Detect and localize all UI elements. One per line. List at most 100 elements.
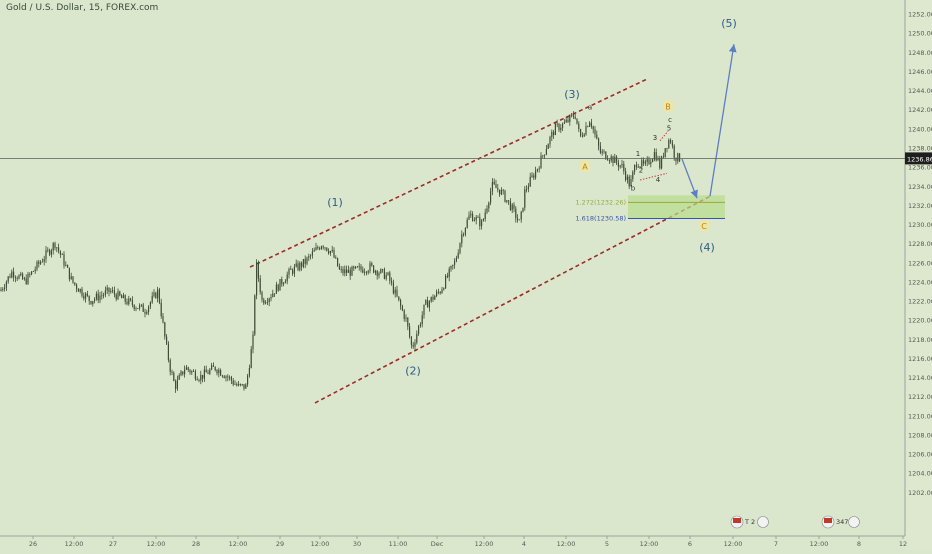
candle-body [259, 278, 261, 293]
wave-label: B [665, 102, 671, 111]
chart-title: Gold / U.S. Dollar, 15, FOREX.com [6, 3, 159, 13]
candle-body [367, 271, 369, 273]
candle-body [484, 212, 486, 220]
candle-body [470, 213, 472, 216]
candle-body [621, 163, 623, 166]
candle-body [239, 383, 241, 385]
candle-body [284, 281, 286, 284]
projection-path[interactable] [681, 44, 737, 199]
candle-body [90, 301, 92, 305]
candle-body [436, 291, 438, 297]
candle-body [157, 289, 159, 299]
candle-body [497, 188, 499, 190]
candle-body [437, 291, 439, 293]
candle-body [385, 274, 387, 279]
candle-body [218, 369, 220, 374]
candle-body [223, 376, 225, 378]
candle-body [657, 158, 659, 161]
flag-stripe [733, 518, 741, 523]
candle-body [412, 344, 414, 347]
candle-body [634, 165, 636, 172]
channel-upper-line[interactable] [249, 77, 649, 268]
candle-body [466, 219, 468, 228]
candle-body [662, 156, 664, 158]
candle-body [131, 300, 133, 305]
price-tick-label: 1252.00 [908, 11, 932, 19]
candle-body [547, 144, 549, 149]
candle-body [63, 254, 65, 266]
candle-body [227, 376, 229, 378]
time-tick-label: 27 [109, 540, 117, 548]
chart-background [0, 0, 905, 550]
candle-body [101, 295, 103, 297]
candle-body [315, 247, 317, 251]
candle-body [580, 129, 582, 136]
candle-body [349, 269, 351, 276]
projection-up-arrow[interactable] [709, 44, 737, 197]
candle-body [320, 246, 322, 250]
candle-body [403, 310, 405, 319]
candle-body [20, 273, 22, 276]
candle-body [605, 151, 607, 160]
candle-body [81, 288, 83, 296]
candle-body [70, 276, 72, 280]
economic-flag-icon[interactable] [848, 516, 860, 528]
event-flag-label: 347 [836, 518, 848, 526]
candle-body [473, 220, 475, 222]
candle-body [245, 384, 247, 389]
candle-body [32, 271, 34, 272]
event-flags[interactable]: T 2 2 2 347 [730, 515, 860, 529]
candle-body [365, 271, 367, 273]
candle-body [535, 170, 537, 178]
candle-body [162, 316, 164, 323]
candle-body [76, 284, 78, 289]
candle-body [677, 153, 679, 162]
candle-body [661, 156, 663, 169]
economic-flag-icon[interactable] [757, 516, 769, 528]
candle-body [362, 269, 364, 273]
candle-body [369, 263, 371, 272]
wave-label: 1 [636, 150, 640, 158]
candle-body [432, 296, 434, 300]
fibonacci-zone[interactable]: 1.272(1232.26) 1.618(1230.58) [575, 195, 725, 222]
price-tick-label: 1222.00 [908, 298, 932, 306]
projection-down-arrow[interactable] [681, 158, 698, 199]
candle-body [299, 262, 301, 270]
candle-body [614, 156, 616, 163]
candle-body [108, 287, 110, 293]
candle-body [607, 159, 609, 161]
candle-body [445, 275, 447, 289]
candle-body [232, 380, 234, 385]
candle-body [540, 155, 542, 169]
trend-channel[interactable] [249, 77, 713, 404]
price-axis[interactable]: 1202.00 1204.00 1206.00 1208.00 1210.00 1212.… [908, 11, 932, 497]
candle-body [670, 140, 672, 143]
candle-body [72, 276, 74, 283]
candle-body [479, 217, 481, 227]
candle-body [263, 299, 265, 304]
candle-body [65, 265, 67, 266]
price-tick-label: 1208.00 [908, 431, 932, 439]
candle-body [560, 127, 562, 130]
fib-target-zone[interactable] [628, 195, 725, 219]
candle-body [351, 266, 353, 276]
candle-body [648, 159, 650, 164]
candle-body [198, 380, 200, 381]
candle-body [502, 189, 504, 191]
candle-body [340, 269, 342, 270]
candle-body [401, 306, 403, 311]
candle-body [212, 365, 214, 367]
candle-body [500, 189, 502, 195]
candle-body [13, 271, 15, 278]
candle-body [286, 274, 288, 282]
candle-body [220, 369, 222, 376]
candle-body [94, 298, 96, 302]
time-axis[interactable]: 26 12:00 27 12:00 28 12:00 29 12:00 30 11:00 Dec 12… [29, 536, 907, 548]
time-tick-label: 11:00 [389, 540, 408, 548]
candle-body [322, 246, 324, 248]
candle-body [97, 293, 99, 301]
candle-body [464, 227, 466, 235]
channel-lower-line[interactable] [314, 194, 713, 404]
candle-body [659, 158, 661, 169]
